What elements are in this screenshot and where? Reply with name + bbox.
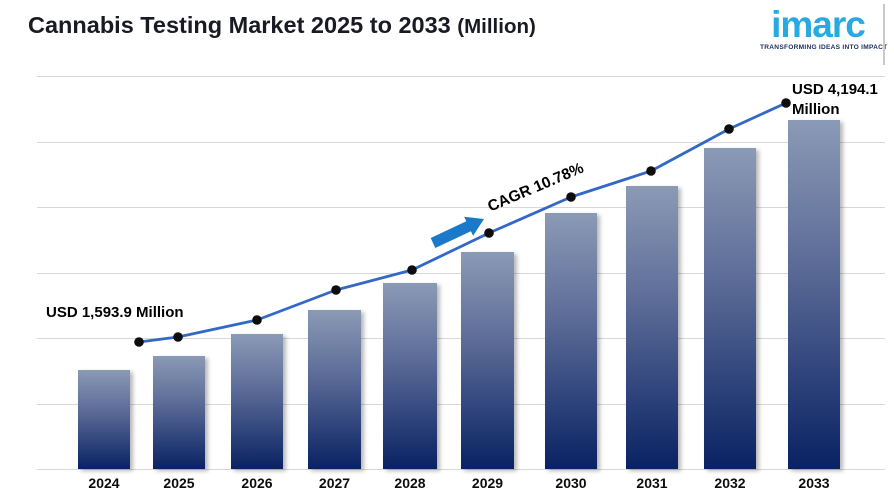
bar-2029 (461, 252, 514, 469)
gridline-6 (37, 469, 885, 470)
x-axis-label-2028: 2028 (394, 475, 426, 491)
page-title-main: Cannabis Testing Market 2025 to 2033 (28, 12, 451, 38)
page-title-unit: (Million) (457, 15, 536, 38)
end-value-line2: Million (792, 101, 840, 118)
bar-2033 (788, 120, 840, 469)
bar-2028 (383, 283, 437, 469)
x-axis-label-2031: 2031 (636, 475, 668, 491)
imarc-logo: imarc TRANSFORMING IDEAS INTO IMPACT (760, 4, 888, 52)
data-point-2027 (331, 285, 341, 295)
logo-right-divider (883, 4, 885, 65)
data-point-2032 (724, 124, 734, 134)
data-point-2026 (252, 315, 262, 325)
x-axis-label-2026: 2026 (241, 475, 273, 491)
x-axis-label-2030: 2030 (555, 475, 587, 491)
imarc-logo-tagline: TRANSFORMING IDEAS INTO IMPACT (760, 44, 888, 51)
x-axis-label-2032: 2032 (714, 475, 746, 491)
gridline-1 (37, 141, 885, 143)
x-axis-label-2027: 2027 (318, 475, 351, 491)
x-axis-label-2029: 2029 (471, 475, 504, 491)
data-point-2030 (566, 192, 576, 202)
end-value-label: USD 4,194.1 Million (792, 80, 878, 120)
x-axis-label-2033: 2033 (798, 475, 830, 491)
x-axis-label-2025: 2025 (163, 475, 195, 491)
gridline-2 (37, 207, 885, 208)
x-axis-label-2024: 2024 (88, 475, 120, 491)
bar-2030 (545, 213, 597, 469)
data-point-2029 (484, 228, 494, 238)
bar-2031 (626, 186, 678, 469)
end-value-line1: USD 4,194.1 (792, 81, 878, 98)
cagr-label: CAGR 10.78% (485, 159, 587, 216)
bar-2026 (231, 334, 283, 469)
cagr-arrow-shape (430, 216, 484, 248)
data-point-2025 (173, 332, 183, 342)
imarc-logo-wordmark: imarc (771, 4, 866, 45)
start-value-label: USD 1,593.9 Million (46, 304, 184, 321)
gridline-0 (37, 76, 885, 77)
bar-2032 (704, 148, 756, 469)
data-point-2033 (781, 98, 791, 108)
bar-2025 (153, 356, 205, 469)
bar-2027 (308, 310, 361, 469)
page-title: Cannabis Testing Market 2025 to 2033 (Mi… (28, 12, 536, 39)
bar-2024 (78, 370, 130, 469)
data-point-2031 (646, 166, 656, 176)
